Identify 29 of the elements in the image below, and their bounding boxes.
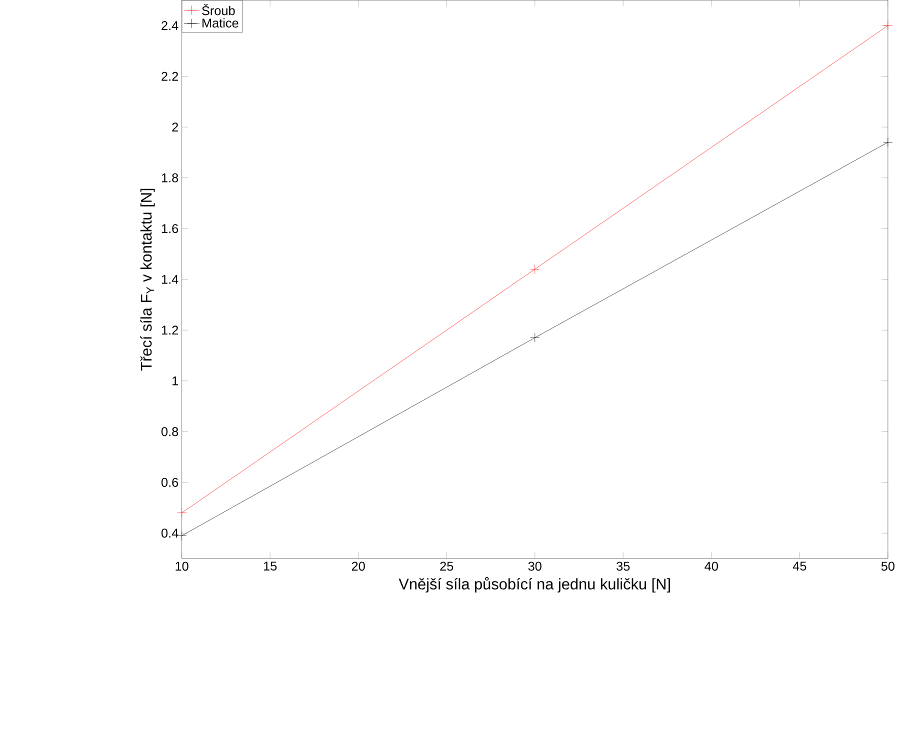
point (883, 20, 893, 30)
y-tick-label: 0.4 (161, 528, 178, 538)
x-tick-label: 20 (352, 562, 365, 571)
point (883, 138, 893, 148)
y-tick-label: 2 (172, 122, 178, 132)
y-tick-label: 0.8 (161, 427, 178, 436)
point (530, 264, 540, 274)
y-tick-label: 1.4 (162, 275, 178, 284)
point (530, 333, 540, 343)
y-tick-label: 2.4 (162, 21, 178, 30)
x-tick-label: 45 (792, 562, 806, 571)
x-tick-label: 40 (704, 562, 718, 571)
x-tick-label: 10 (176, 562, 188, 571)
y-axis-title: Třecí síla F$_{Y}$ v kontaktu [N] (140, 188, 155, 371)
point (177, 508, 187, 518)
y-tick-label: 2.2 (162, 72, 178, 81)
legend-label: Šroub (202, 4, 235, 16)
x-tick-label: 50 (881, 562, 894, 571)
x-tick-label: 35 (616, 562, 630, 571)
x-tick-label: 15 (264, 562, 277, 571)
x-tick-label: 30 (528, 562, 542, 571)
x-axis-title: Vnější síla působící na jednu kuličku [N] (398, 577, 670, 593)
y-tick-label: 1.6 (162, 224, 178, 234)
y-tick-label: 1 (172, 376, 178, 386)
y-tick-label: 1.8 (162, 173, 178, 182)
y-tick-label: 0.6 (161, 478, 178, 487)
y-tick-label: 1.2 (162, 326, 178, 335)
x-tick-label: 25 (440, 562, 454, 571)
legend-label: Matice (202, 18, 238, 28)
